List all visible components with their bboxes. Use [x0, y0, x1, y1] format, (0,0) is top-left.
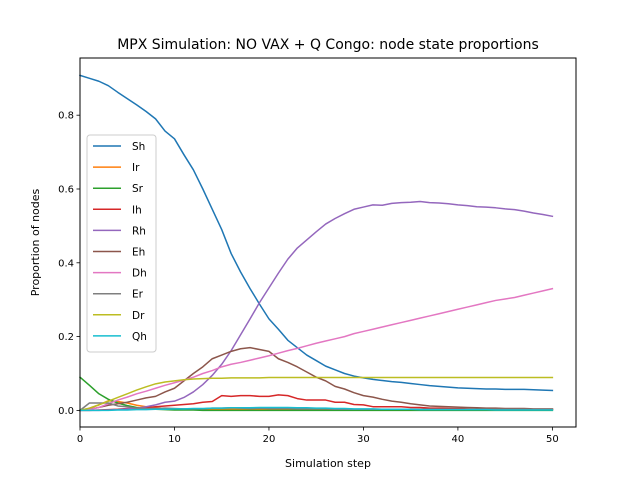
- x-tick-label: 40: [452, 434, 465, 445]
- y-axis-ticks: 0.0 0.2 0.4 0.6 0.8: [58, 111, 80, 417]
- legend-item-ir: Ir: [93, 162, 140, 174]
- x-tick-label: 0: [77, 434, 83, 445]
- legend-label: Rh: [132, 225, 146, 237]
- y-tick-label: 0.0: [58, 406, 74, 417]
- y-tick-label: 0.2: [58, 332, 74, 343]
- x-axis-ticks: 0 10 20 30 40 50: [77, 427, 559, 445]
- y-tick-label: 0.8: [58, 111, 74, 122]
- legend-item-er: Er: [93, 289, 144, 301]
- legend-box: [86, 134, 157, 353]
- legend: Sh Ir Sr Ih Rh Eh Dh Er Dr Qh: [86, 134, 157, 353]
- legend-label: Sh: [132, 141, 145, 153]
- series-line-qh: [79, 406, 554, 412]
- legend-label: Ih: [132, 204, 142, 216]
- legend-label: Dr: [132, 310, 145, 322]
- legend-label: Er: [132, 289, 144, 301]
- x-tick-label: 10: [168, 434, 181, 445]
- legend-label: Ir: [132, 162, 140, 174]
- legend-label: Dh: [132, 268, 147, 280]
- x-tick-label: 50: [546, 434, 559, 445]
- x-tick-label: 30: [357, 434, 370, 445]
- legend-item-eh: Eh: [93, 247, 145, 259]
- series-line-eh: [79, 346, 554, 412]
- legend-label: Qh: [132, 331, 147, 343]
- axes-frame: [79, 57, 577, 428]
- legend-item-rh: Rh: [93, 225, 146, 237]
- legend-item-sh: Sh: [93, 141, 145, 153]
- x-axis-label: Simulation step: [285, 457, 371, 470]
- x-tick-label: 20: [263, 434, 276, 445]
- chart-title: MPX Simulation: NO VAX + Q Congo: node s…: [117, 37, 539, 53]
- y-tick-label: 0.4: [58, 258, 74, 269]
- legend-item-qh: Qh: [93, 331, 147, 343]
- legend-label: Sr: [132, 183, 144, 195]
- series-line-dr: [79, 376, 554, 412]
- legend-item-ih: Ih: [93, 204, 142, 216]
- y-tick-label: 0.6: [58, 184, 74, 195]
- y-axis-label: Proportion of nodes: [29, 188, 42, 296]
- legend-item-sr: Sr: [93, 183, 144, 195]
- plot-lines: [78, 74, 554, 412]
- series-line-rh: [79, 200, 554, 412]
- series-line-sh: [79, 74, 554, 392]
- legend-item-dr: Dr: [93, 310, 145, 322]
- legend-label: Eh: [132, 247, 145, 259]
- legend-item-dh: Dh: [93, 268, 147, 280]
- series-line-dh: [79, 287, 554, 412]
